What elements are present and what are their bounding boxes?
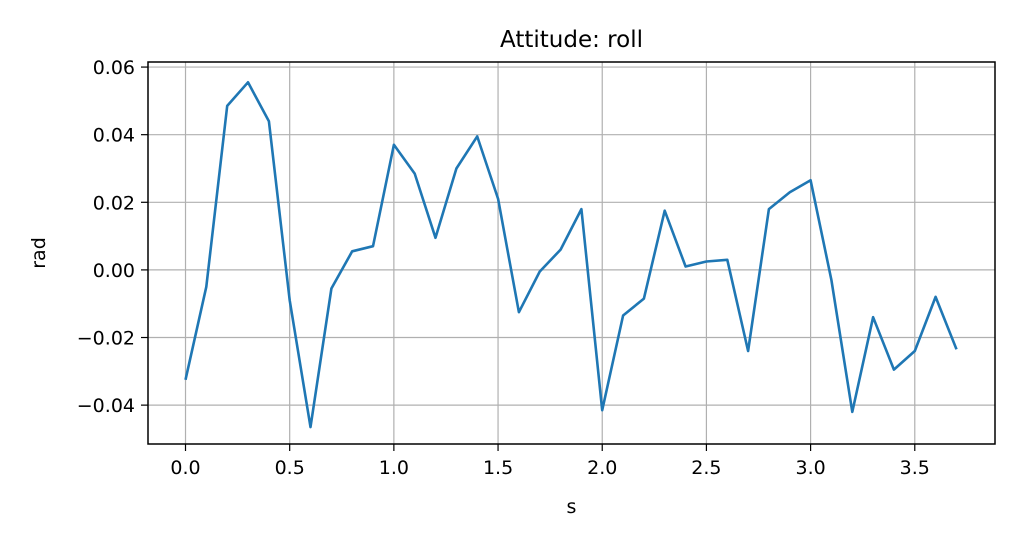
y-tick-label: 0.06 (93, 57, 135, 79)
grid-lines (148, 62, 995, 444)
series-layer (184, 81, 958, 429)
x-tick-label: 2.5 (691, 457, 721, 479)
x-tick-label: 3.5 (900, 457, 930, 479)
x-tick-label: 0.5 (275, 457, 305, 479)
x-axis-label: s (567, 496, 577, 518)
plot-frame (147, 61, 996, 445)
y-tick-label: 0.04 (93, 125, 135, 147)
x-tick-label: 2.0 (587, 457, 617, 479)
ticks-layer: 0.0 0.5 1.0 1.5 2.0 2.5 3.0 3.5 −0.04 −0.02 0.00 0.… (77, 57, 930, 479)
y-tick-label: −0.04 (77, 395, 135, 417)
y-tick-label: −0.02 (77, 328, 135, 350)
y-axis-label: rad (28, 237, 50, 269)
x-tick-label: 1.0 (379, 457, 409, 479)
x-tick-label: 3.0 (795, 457, 825, 479)
y-tick-label: 0.00 (93, 260, 135, 282)
y-tick-label: 0.02 (93, 192, 135, 214)
chart-title: Attitude: roll (500, 27, 643, 53)
x-tick-label: 0.0 (170, 457, 200, 479)
x-tick-label: 1.5 (483, 457, 513, 479)
roll-series-line (184, 81, 958, 429)
